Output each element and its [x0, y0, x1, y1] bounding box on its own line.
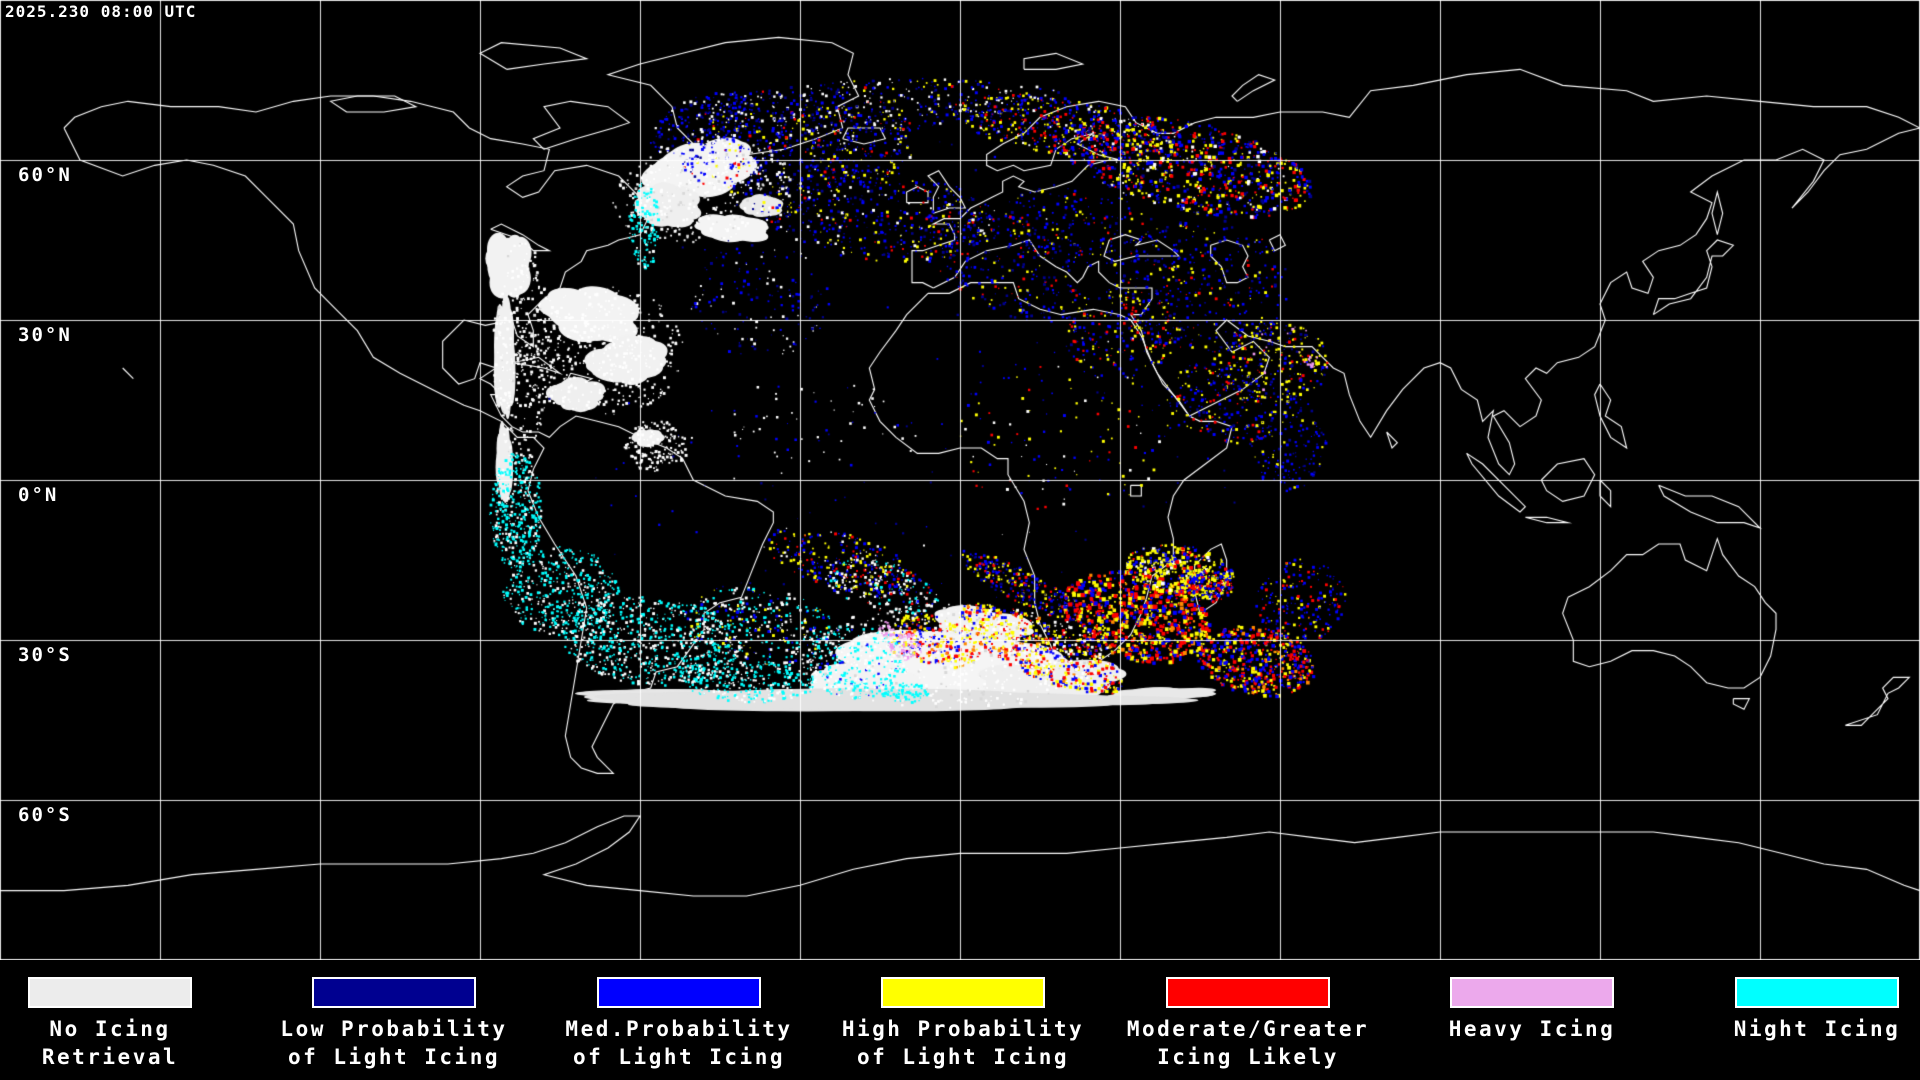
legend-label: Night Icing — [1733, 1017, 1901, 1041]
legend-color-swatch — [1166, 977, 1330, 1008]
latitude-label: 30°N — [18, 324, 72, 346]
legend-item: Med.Probability of Light Icing — [537, 960, 821, 1071]
legend-label: No Icing Retrieval — [41, 1017, 179, 1069]
legend-item: Low Probability of Light Icing — [252, 960, 536, 1071]
world-map: 2025.230 08:00 UTC 60°N 30°N 0°N 30°S 60°S — [0, 0, 1920, 960]
legend-item: Heavy Icing — [1390, 960, 1674, 1043]
legend-label: High Probability of Light Icing — [841, 1017, 1085, 1069]
legend-color-swatch — [28, 977, 192, 1008]
latitude-label: 60°N — [18, 164, 72, 186]
legend-item: Night Icing — [1675, 960, 1920, 1043]
timestamp: 2025.230 08:00 UTC — [5, 2, 197, 21]
legend-label: Heavy Icing — [1448, 1017, 1616, 1041]
latitude-label: 0°N — [18, 484, 59, 506]
legend-label: Low Probability of Light Icing — [280, 1017, 508, 1069]
map-canvas — [0, 0, 1920, 960]
legend-color-swatch — [597, 977, 761, 1008]
legend-item: No Icing Retrieval — [0, 960, 252, 1071]
legend-item: High Probability of Light Icing — [821, 960, 1105, 1071]
legend-color-swatch — [312, 977, 476, 1008]
legend-label: Moderate/Greater Icing Likely — [1126, 1017, 1370, 1069]
legend-color-swatch — [1735, 977, 1899, 1008]
legend: No Icing Retrieval Low Probability of Light… — [0, 960, 1920, 1080]
legend-label: Med.Probability of Light Icing — [565, 1017, 793, 1069]
latitude-label: 30°S — [18, 644, 72, 666]
legend-color-swatch — [1450, 977, 1614, 1008]
legend-color-swatch — [881, 977, 1045, 1008]
legend-item: Moderate/Greater Icing Likely — [1106, 960, 1390, 1071]
latitude-label: 60°S — [18, 804, 72, 826]
